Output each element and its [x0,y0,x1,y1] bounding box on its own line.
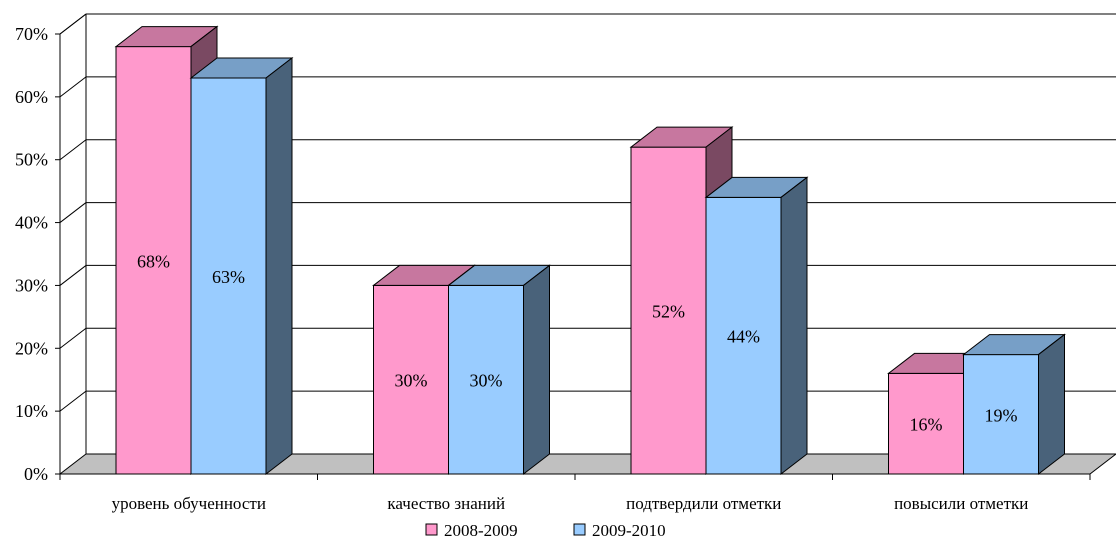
bar-front [115,46,192,475]
gridline-side [59,390,87,412]
data-label: 68% [137,251,170,271]
data-label: 63% [212,267,245,287]
bar-front [963,354,1039,475]
x-category-label: качество знаний [387,494,505,513]
bar-front [448,284,524,475]
y-axis-top [59,13,87,35]
data-label: 44% [727,327,760,347]
bar-front [373,284,449,475]
legend-swatch [573,523,586,536]
legend-swatch [425,523,438,536]
bar-front [888,372,964,475]
x-axis-categories: уровень обученности качество знаний подтве… [112,494,1029,513]
y-tick-label: 0% [24,464,48,484]
y-tick-label: 70% [15,24,48,44]
y-tick-label: 60% [15,87,48,107]
y-tick-label: 10% [15,401,48,421]
bar-side [1038,333,1065,476]
legend-label: 2008-2009 [444,521,518,540]
bar-front [705,196,782,475]
data-label: 30% [470,371,503,391]
y-tick-label: 50% [15,150,48,170]
y-tick-label: 30% [15,275,48,295]
gridline-side [59,76,87,98]
gridline-side [59,327,87,349]
x-category-label: повысили отметки [894,494,1028,513]
gridline-side [59,265,87,286]
data-labels: 68% 63% 30% 30% 52% 44% 16% 19% [137,251,1018,434]
y-tick-label: 40% [15,213,48,233]
data-label: 30% [395,371,428,391]
data-label: 19% [985,405,1018,425]
bar-side [780,176,808,476]
bar-side [523,264,550,476]
gridline-side [59,202,87,223]
legend-label: 2009-2010 [592,521,666,540]
x-category-label: подтвердили отметки [626,494,781,513]
x-category-label: уровень обученности [112,494,266,513]
legend: 2008-2009 2009-2010 [425,521,666,540]
bar-side [265,56,293,476]
data-label: 52% [652,302,685,322]
y-axis-ticks: 0% 10% 20% 30% 40% 50% 60% 70% [15,24,60,484]
y-tick-label: 20% [15,338,48,358]
bars [114,25,1066,476]
gridline-side [59,139,87,161]
data-label: 16% [910,415,943,435]
